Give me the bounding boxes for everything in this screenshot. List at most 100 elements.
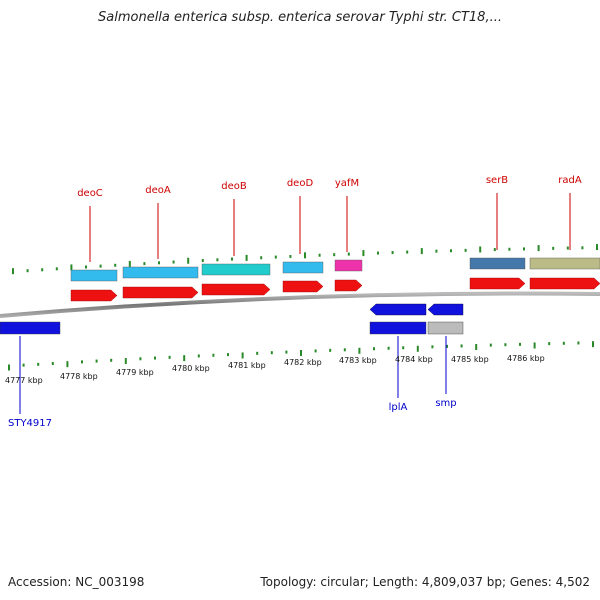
gene-deoC-arrow	[70, 289, 118, 302]
tick-mark	[85, 265, 87, 269]
gene-deoC-label: deoC	[77, 188, 103, 199]
tick-mark	[523, 247, 525, 251]
tick-mark	[172, 260, 175, 264]
tick-mark	[274, 255, 277, 259]
scale-label: 4785 kbp	[451, 355, 489, 364]
tick-mark	[533, 342, 536, 349]
tick-mark	[51, 361, 54, 365]
tick-mark	[187, 257, 190, 264]
gene-labels: deoC deoA deoB deoD yafM serB radA STY4917 lplA s…	[8, 175, 582, 429]
tick-mark	[8, 364, 10, 371]
tick-mark	[183, 355, 186, 362]
tick-mark	[493, 248, 496, 252]
tick-mark	[406, 250, 409, 254]
tick-mark	[227, 353, 229, 357]
tick-mark	[37, 362, 40, 366]
tick-mark	[562, 341, 565, 345]
tick-mark	[479, 246, 482, 253]
gene-smp-bar	[427, 321, 464, 335]
tick-mark	[99, 264, 102, 268]
tick-mark	[55, 267, 58, 271]
gene-radA-bar	[529, 257, 600, 270]
tick-mark	[537, 245, 540, 252]
summary-text: Topology: circular; Length: 4,809,037 bp…	[260, 575, 590, 589]
tick-mark	[489, 343, 492, 347]
tick-mark	[216, 258, 219, 262]
tick-mark	[22, 363, 25, 367]
tick-mark	[114, 263, 117, 267]
gene-lplA-bar	[369, 321, 427, 335]
gene-features	[0, 257, 600, 335]
tick-mark	[475, 344, 478, 351]
tick-mark	[241, 352, 244, 359]
tick-mark	[124, 358, 127, 365]
tick-mark	[314, 349, 317, 353]
tick-mark	[285, 350, 288, 354]
tick-mark	[289, 254, 292, 258]
gene-serB-bar	[469, 257, 526, 270]
gene-deoA-label: deoA	[145, 185, 171, 196]
tick-mark	[212, 353, 215, 357]
tick-mark	[128, 260, 131, 267]
gene-deoA-arrow	[122, 286, 199, 299]
tick-mark	[95, 359, 98, 363]
tick-mark	[435, 249, 438, 253]
scale-label: 4783 kbp	[339, 356, 377, 365]
tick-mark	[201, 259, 204, 263]
scale-label: 4778 kbp	[60, 372, 98, 381]
scale-label: 4781 kbp	[228, 361, 266, 370]
tick-mark	[416, 345, 419, 352]
scale-label: 4780 kbp	[172, 364, 210, 373]
tick-mark	[300, 350, 302, 356]
tick-mark	[387, 346, 390, 350]
tick-mark	[158, 261, 160, 265]
gene-deoB-bar	[201, 263, 271, 276]
tick-mark	[402, 346, 405, 350]
tick-mark	[81, 360, 83, 364]
upper-tick-track	[12, 244, 598, 275]
tick-mark	[420, 248, 423, 255]
tick-mark	[431, 345, 434, 349]
tick-mark	[143, 262, 146, 266]
gene-deoD-arrow	[282, 280, 324, 293]
tick-mark	[519, 342, 521, 346]
tick-mark	[347, 252, 350, 256]
tick-mark	[577, 341, 580, 345]
tick-mark	[391, 251, 394, 255]
tick-mark	[548, 342, 551, 346]
gene-radA-arrow	[529, 277, 600, 290]
scale-labels: 4777 kbp 4778 kbp 4779 kbp 4780 kbp 4781 kbp…	[5, 354, 545, 385]
gene-STY4917-label: STY4917	[8, 418, 52, 429]
gene-radA-label: radA	[558, 175, 582, 186]
tick-mark	[168, 355, 171, 359]
gene-yafM-arrow	[334, 279, 363, 292]
gene-serB-label: serB	[486, 175, 508, 186]
tick-mark	[450, 249, 452, 253]
tick-mark	[504, 343, 507, 347]
scale-label: 4784 kbp	[395, 355, 433, 364]
tick-mark	[231, 257, 233, 261]
tick-mark	[592, 341, 594, 348]
gene-lplA-arrow	[369, 303, 427, 316]
map-title: Salmonella enterica subsp. enterica sero…	[98, 10, 502, 25]
tick-mark	[566, 246, 569, 250]
tick-mark	[581, 246, 584, 250]
tick-mark	[460, 344, 463, 348]
tick-mark	[110, 358, 113, 362]
gene-smp-label: smp	[435, 398, 456, 409]
gene-deoD-label: deoD	[287, 178, 314, 189]
tick-mark	[333, 253, 336, 257]
gene-deoB-label: deoB	[221, 181, 247, 192]
scale-label: 4777 kbp	[5, 376, 43, 385]
gene-STY4917-bar	[0, 321, 61, 335]
scale-label: 4786 kbp	[507, 354, 545, 363]
scale-label: 4782 kbp	[284, 358, 322, 367]
gene-lplA-label: lplA	[389, 402, 408, 413]
tick-mark	[197, 354, 200, 358]
gene-deoA-bar	[122, 266, 199, 279]
tick-mark	[41, 268, 44, 272]
tick-mark	[304, 252, 306, 259]
scale-label: 4779 kbp	[116, 368, 154, 377]
accession-text: Accession: NC_003198	[8, 575, 145, 589]
